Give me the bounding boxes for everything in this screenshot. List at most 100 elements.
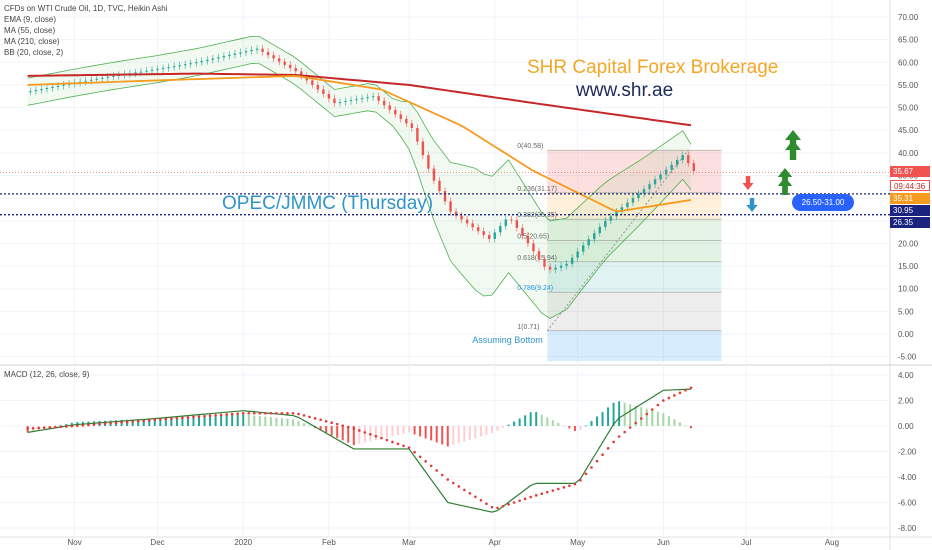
macd-signal-dot xyxy=(87,423,90,427)
macd-signal-dot xyxy=(341,424,345,427)
macd-signal-dot xyxy=(440,473,444,477)
ha-candle-body xyxy=(620,207,624,212)
macd-histogram-bar xyxy=(684,425,687,427)
macd-signal-dot xyxy=(280,411,284,415)
macd-signal-dot xyxy=(170,417,173,420)
ma210-legend[interactable]: MA (210, close) xyxy=(4,37,60,46)
macd-histogram-bar xyxy=(225,415,228,426)
macd-histogram-bar xyxy=(408,426,411,433)
ha-candle-body xyxy=(371,96,375,98)
macd-histogram-bar xyxy=(175,417,178,426)
ha-candle-body xyxy=(183,64,187,66)
macd-signal-dot xyxy=(485,502,488,506)
macd-signal-dot xyxy=(617,435,621,438)
ha-candle-body xyxy=(653,179,657,185)
macd-signal-dot xyxy=(402,444,405,448)
macd-signal-dot xyxy=(358,429,361,432)
up-arrow-icon xyxy=(777,177,793,195)
time-tick-label: Apr xyxy=(489,538,502,547)
macd-histogram-bar xyxy=(148,418,151,426)
macd-signal-dot xyxy=(42,426,46,429)
macd-histogram-bar xyxy=(280,418,283,426)
macd-histogram-bar xyxy=(347,426,350,443)
macd-signal-dot xyxy=(324,419,328,423)
ha-candle-body xyxy=(460,215,463,220)
macd-histogram-bar xyxy=(452,426,455,445)
ha-candle-body xyxy=(172,66,176,68)
macd-histogram-bar xyxy=(496,426,499,431)
macd-histogram-bar xyxy=(413,426,416,435)
macd-histogram-bar xyxy=(397,426,400,435)
ha-candle-body xyxy=(311,80,314,85)
macd-signal-dot xyxy=(269,411,273,415)
macd-signal-dot xyxy=(374,434,378,438)
price-tick-label: 65.00 xyxy=(898,36,919,45)
macd-histogram-bar xyxy=(430,426,433,441)
macd-signal-dot xyxy=(181,416,184,420)
ha-candle-body xyxy=(150,69,154,71)
ha-candle-body xyxy=(675,159,679,165)
ha-candle-body xyxy=(471,223,474,228)
macd-signal-dot xyxy=(192,415,195,419)
ma55-legend[interactable]: MA (55, close) xyxy=(4,26,56,35)
ha-candle-body xyxy=(515,220,519,228)
time-tick-label: Jun xyxy=(657,538,670,547)
macd-histogram-bar xyxy=(656,411,659,426)
fib-level-label: 0.236(31.17) xyxy=(517,186,557,193)
macd-signal-dot xyxy=(612,440,615,444)
macd-histogram-bar xyxy=(319,426,322,431)
macd-signal-dot xyxy=(645,412,649,416)
macd-signal-dot xyxy=(512,501,516,504)
macd-histogram-bar xyxy=(607,407,610,426)
ha-candle-body xyxy=(161,68,165,70)
macd-signal-dot xyxy=(203,414,206,418)
macd-signal-dot xyxy=(247,411,251,415)
macd-signal-dot xyxy=(579,478,582,482)
time-tick-label: Dec xyxy=(150,538,164,547)
macd-histogram-bar xyxy=(546,417,549,426)
macd-signal-dot xyxy=(26,427,29,430)
macd-signal-dot xyxy=(468,492,472,495)
macd-signal-dot xyxy=(584,472,588,476)
price-tick-label: 60.00 xyxy=(898,58,919,67)
macd-signal-dot xyxy=(352,427,356,430)
macd-signal-dot xyxy=(175,416,179,420)
ha-candle-body xyxy=(211,58,215,60)
macd-signal-dot xyxy=(264,411,267,415)
macd-signal-dot xyxy=(391,440,394,444)
ha-candle-body xyxy=(294,68,297,72)
macd-tick-label: 0.00 xyxy=(898,422,914,431)
macd-signal-dot xyxy=(568,484,571,488)
fib-zone xyxy=(547,292,722,331)
macd-signal-dot xyxy=(92,423,96,426)
ha-candle-body xyxy=(510,219,513,221)
macd-histogram-bar xyxy=(673,419,676,426)
ha-candle-body xyxy=(228,54,231,57)
ha-candle-body xyxy=(394,109,397,115)
macd-histogram-bar xyxy=(220,415,223,426)
macd-histogram-bar xyxy=(192,416,195,426)
macd-signal-dot xyxy=(673,394,676,397)
range-callout[interactable]: 26.50-31.00 xyxy=(792,194,854,211)
ha-candle-body xyxy=(631,198,635,203)
symbol-title[interactable]: CFDs on WTI Crude Oil, 1D, TVC, Heikin A… xyxy=(4,4,168,13)
ha-candle-body xyxy=(233,53,237,55)
macd-legend[interactable]: MACD (12, 26, close, 9) xyxy=(4,370,90,379)
ha-candle-body xyxy=(316,84,320,90)
macd-histogram-bar xyxy=(65,423,68,426)
ha-candle-body xyxy=(101,77,104,79)
ha-candle-body xyxy=(609,216,613,221)
macd-signal-dot xyxy=(446,478,450,481)
time-tick-label: Aug xyxy=(825,538,839,547)
time-tick-label: Feb xyxy=(322,538,336,547)
bb-legend[interactable]: BB (20, close, 2) xyxy=(4,48,64,57)
macd-signal-dot xyxy=(429,464,433,468)
ha-candle-body xyxy=(156,69,159,71)
ha-candle-body xyxy=(139,71,143,73)
macd-histogram-bar xyxy=(529,412,532,426)
ha-candle-body xyxy=(604,220,607,227)
ha-candle-body xyxy=(526,235,530,244)
macd-signal-dot xyxy=(319,418,322,422)
chart-legend: CFDs on WTI Crude Oil, 1D, TVC, Heikin A… xyxy=(4,3,167,58)
ema-legend[interactable]: EMA (9, close) xyxy=(4,15,57,24)
